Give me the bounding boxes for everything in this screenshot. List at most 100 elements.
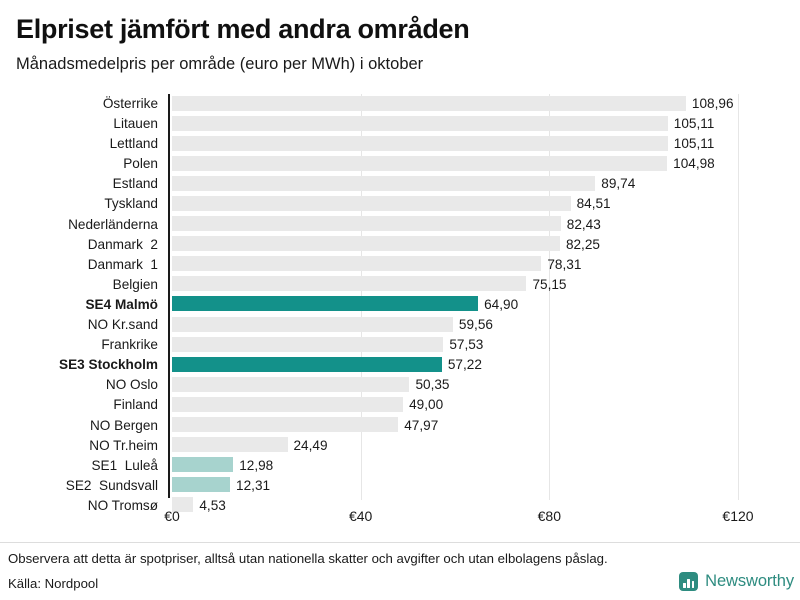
- chart-footer: Observera att detta är spotpriser, allts…: [0, 542, 800, 600]
- bar: [172, 457, 234, 473]
- bar-value-label: 64,90: [484, 296, 519, 312]
- bar-value-label: 105,11: [673, 116, 715, 132]
- bar: [172, 115, 668, 131]
- bar-row: Tyskland 84,51: [0, 194, 800, 214]
- bar-value-label: 49,00: [409, 397, 444, 413]
- category-label: Österrike: [102, 96, 158, 111]
- chart-plot-area: Österrike 108,96 Litauen 105,11 Lettland 105,…: [0, 94, 800, 540]
- category-label: Frankrike: [101, 337, 158, 353]
- bar-value-label: 84,51: [576, 196, 611, 212]
- bar: [172, 396, 404, 412]
- bar: [172, 195, 571, 211]
- bar-chart-icon: [679, 572, 699, 591]
- bar: [172, 316, 453, 332]
- bar: [172, 236, 560, 252]
- category-label: Lettland: [109, 136, 158, 152]
- bar-row: Polen 104,98: [0, 154, 800, 174]
- bar: [172, 477, 231, 493]
- bar-value-label: 57,22: [447, 357, 482, 373]
- bar-value-label: 75,15: [532, 276, 567, 292]
- chart-subtitle: Månadsmedelpris per område (euro per MWh…: [16, 55, 424, 74]
- category-label: NO Tromsø: [87, 497, 158, 513]
- bar-row: SE3 Stockholm 57,22: [0, 355, 800, 375]
- bar-row: NO Tromsø 4,53: [0, 496, 800, 516]
- category-label: NO Oslo: [105, 377, 158, 393]
- category-label: Estland: [112, 176, 158, 192]
- bar-value-label: 57,53: [449, 337, 484, 353]
- bar-row: SE2 Sundsvall 12,31: [0, 476, 800, 496]
- bar-row: NO Kr.sand 59,56: [0, 315, 800, 335]
- bar-rows: Österrike 108,96 Litauen 105,11 Lettland 105,…: [0, 94, 800, 516]
- bar-row: NO Oslo 50,35: [0, 375, 800, 395]
- category-label: Tyskland: [104, 196, 158, 212]
- bar-value-label: 105,11: [673, 136, 715, 152]
- bar-row: Österrike 108,96: [0, 94, 800, 114]
- x-tick-label: €40: [348, 508, 373, 524]
- bar-row: Danmark 1 78,31: [0, 255, 800, 275]
- bar: [172, 356, 442, 372]
- bar-row: Finland 49,00: [0, 395, 800, 415]
- bar-row: Danmark 2 82,25: [0, 235, 800, 255]
- bar: [172, 155, 668, 171]
- bar-row: Estland 89,74: [0, 174, 800, 194]
- footer-note: Observera att detta är spotpriser, allts…: [8, 551, 608, 566]
- bar-value-label: 78,31: [547, 256, 582, 272]
- bar: [172, 135, 668, 151]
- bar-row: Nederländerna 82,43: [0, 215, 800, 235]
- page-title: Elpriset jämfört med andra områden: [16, 14, 470, 44]
- category-label: Nederländerna: [68, 216, 158, 232]
- brand-name: Newsworthy: [705, 572, 794, 590]
- y-axis-line: [168, 94, 170, 498]
- category-label: SE1 Luleå: [91, 457, 158, 473]
- bar-value-label: 108,96: [691, 96, 734, 111]
- chart-header: Elpriset jämfört med andra områden Månad…: [0, 0, 800, 75]
- x-tick-label: €80: [537, 508, 562, 524]
- bar-row: NO Bergen 47,97: [0, 416, 800, 436]
- bar-value-label: 4,53: [199, 497, 226, 513]
- category-label: SE2 Sundsvall: [65, 477, 158, 493]
- bar-value-label: 104,98: [673, 156, 715, 172]
- bar-value-label: 82,43: [566, 216, 601, 232]
- bar: [172, 437, 288, 453]
- bar-value-label: 24,49: [293, 437, 328, 453]
- category-label: Finland: [113, 397, 158, 413]
- bar-row: Frankrike 57,53: [0, 335, 800, 355]
- bars-plot: Österrike 108,96 Litauen 105,11 Lettland 105,…: [0, 94, 800, 513]
- bar-row: SE1 Luleå 12,98: [0, 456, 800, 476]
- bar: [172, 175, 596, 191]
- bar-value-label: 12,31: [236, 477, 271, 493]
- bar-value-label: 59,56: [458, 317, 493, 333]
- category-label: NO Kr.sand: [87, 317, 158, 333]
- bar: [172, 216, 561, 232]
- bar-row: Litauen 105,11: [0, 114, 800, 134]
- bar-value-label: 89,74: [601, 176, 636, 192]
- category-label: SE4 Malmö: [85, 296, 158, 312]
- bar: [172, 376, 410, 392]
- category-label: Danmark 2: [87, 236, 158, 252]
- brand-logo: Newsworthy: [679, 572, 794, 591]
- bar: [172, 256, 542, 272]
- bar-row: SE4 Malmö 64,90: [0, 295, 800, 315]
- bar-value-label: 47,97: [404, 417, 439, 433]
- category-label: SE3 Stockholm: [59, 357, 158, 373]
- category-label: NO Tr.heim: [89, 437, 158, 453]
- footer-source: Källa: Nordpool: [8, 576, 99, 591]
- bar-value-label: 12,98: [239, 457, 274, 473]
- bar: [172, 497, 194, 513]
- category-label: Litauen: [113, 116, 158, 132]
- category-label: NO Bergen: [89, 417, 158, 433]
- x-tick-label: €120: [722, 508, 754, 524]
- bar: [172, 296, 479, 312]
- bar: [172, 276, 527, 292]
- bar-row: Belgien 75,15: [0, 275, 800, 295]
- bar-value-label: 50,35: [415, 377, 450, 393]
- bar: [172, 95, 686, 111]
- bar-row: Lettland 105,11: [0, 134, 800, 154]
- bar-row: NO Tr.heim 24,49: [0, 436, 800, 456]
- category-label: Belgien: [112, 276, 158, 292]
- x-axis: €0 €40 €80 €120: [0, 500, 800, 534]
- bar-value-label: 82,25: [565, 236, 600, 252]
- bar: [172, 336, 444, 352]
- bar: [172, 417, 399, 432]
